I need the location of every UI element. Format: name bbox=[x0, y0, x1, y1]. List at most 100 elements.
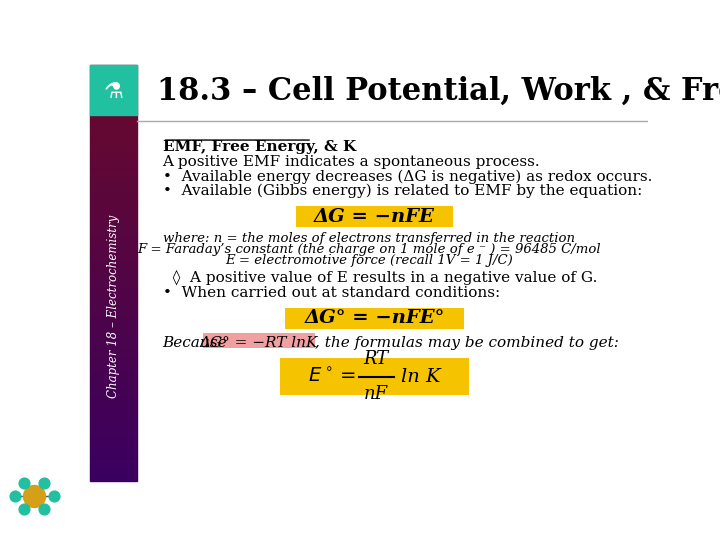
Bar bbox=[90, 410, 138, 414]
Bar bbox=[90, 364, 138, 368]
Bar bbox=[90, 94, 138, 98]
Bar bbox=[90, 85, 138, 90]
Text: ◊  A positive value of E results in a negative value of G.: ◊ A positive value of E results in a neg… bbox=[163, 269, 597, 285]
Bar bbox=[90, 165, 138, 168]
Bar bbox=[90, 65, 138, 114]
Bar bbox=[90, 451, 138, 456]
Bar bbox=[90, 256, 138, 260]
Bar bbox=[90, 339, 138, 343]
Bar bbox=[90, 373, 138, 377]
Bar bbox=[90, 468, 138, 472]
Bar bbox=[90, 185, 138, 190]
Bar bbox=[90, 377, 138, 381]
Bar bbox=[90, 418, 138, 422]
Bar bbox=[90, 156, 138, 160]
FancyBboxPatch shape bbox=[285, 308, 464, 329]
Bar bbox=[90, 476, 138, 481]
Bar bbox=[90, 456, 138, 460]
Text: ΔG° = −nFE°: ΔG° = −nFE° bbox=[305, 309, 445, 327]
Bar bbox=[90, 119, 138, 123]
Bar bbox=[90, 439, 138, 443]
Bar bbox=[90, 447, 138, 451]
Bar bbox=[90, 173, 138, 177]
Text: Because: Because bbox=[163, 336, 232, 350]
Bar bbox=[90, 414, 138, 418]
Bar bbox=[90, 77, 138, 82]
Point bbox=[19, 478, 30, 487]
Bar bbox=[90, 231, 138, 235]
Bar bbox=[90, 194, 138, 198]
Bar bbox=[90, 106, 138, 111]
Bar bbox=[90, 202, 138, 206]
Bar bbox=[90, 206, 138, 210]
Bar bbox=[90, 227, 138, 231]
Bar bbox=[90, 277, 138, 281]
Bar bbox=[90, 168, 138, 173]
Bar bbox=[90, 190, 138, 194]
Point bbox=[38, 505, 50, 514]
Bar bbox=[90, 177, 138, 181]
Bar bbox=[90, 223, 138, 227]
Bar bbox=[90, 348, 138, 352]
Text: $E^\circ =$: $E^\circ =$ bbox=[308, 367, 356, 386]
Bar bbox=[90, 368, 138, 373]
Bar bbox=[90, 235, 138, 239]
Bar bbox=[90, 214, 138, 219]
Bar bbox=[90, 244, 138, 248]
Bar bbox=[90, 385, 138, 389]
Bar bbox=[90, 443, 138, 447]
Bar bbox=[90, 360, 138, 364]
Bar bbox=[90, 152, 138, 156]
Bar bbox=[90, 73, 138, 77]
Text: •  When carried out at standard conditions:: • When carried out at standard condition… bbox=[163, 286, 500, 300]
Bar bbox=[90, 160, 138, 165]
Text: F = Faraday’s constant (the charge on 1 mole of e ⁻ ) = 96485 C/mol: F = Faraday’s constant (the charge on 1 … bbox=[138, 243, 600, 256]
Bar bbox=[90, 123, 138, 127]
Text: , the formulas may be combined to get:: , the formulas may be combined to get: bbox=[315, 336, 618, 350]
Text: A positive EMF indicates a spontaneous process.: A positive EMF indicates a spontaneous p… bbox=[163, 156, 540, 170]
Bar bbox=[90, 381, 138, 385]
Bar bbox=[90, 131, 138, 136]
Bar bbox=[90, 69, 138, 73]
Bar bbox=[90, 460, 138, 464]
Bar bbox=[90, 397, 138, 402]
Bar bbox=[90, 140, 138, 144]
Bar bbox=[90, 331, 138, 335]
Bar bbox=[90, 198, 138, 202]
Bar bbox=[90, 327, 138, 331]
Bar bbox=[90, 352, 138, 356]
Bar bbox=[90, 319, 138, 322]
Bar bbox=[90, 472, 138, 476]
Bar bbox=[90, 127, 138, 131]
Bar bbox=[90, 114, 138, 119]
Bar bbox=[90, 406, 138, 410]
Bar bbox=[90, 285, 138, 289]
Bar bbox=[90, 393, 138, 397]
Bar bbox=[90, 265, 138, 268]
Bar bbox=[90, 302, 138, 306]
Bar bbox=[90, 422, 138, 427]
Bar bbox=[90, 335, 138, 339]
Text: E = electromotive force (recall 1V = 1 J/C): E = electromotive force (recall 1V = 1 J… bbox=[225, 254, 513, 267]
Bar bbox=[90, 294, 138, 298]
Bar bbox=[90, 260, 138, 265]
Bar bbox=[90, 102, 138, 106]
Bar bbox=[90, 389, 138, 393]
Bar bbox=[90, 314, 138, 319]
Point bbox=[38, 478, 50, 487]
Bar bbox=[90, 248, 138, 252]
Bar bbox=[90, 310, 138, 314]
Bar bbox=[90, 136, 138, 140]
Bar bbox=[90, 252, 138, 256]
Bar bbox=[90, 435, 138, 439]
Bar bbox=[90, 464, 138, 468]
Bar bbox=[90, 111, 138, 114]
Bar bbox=[90, 298, 138, 302]
Bar bbox=[90, 431, 138, 435]
FancyBboxPatch shape bbox=[297, 206, 453, 227]
Bar bbox=[90, 427, 138, 431]
Point bbox=[19, 505, 30, 514]
Bar bbox=[90, 65, 138, 69]
Bar bbox=[90, 281, 138, 285]
FancyBboxPatch shape bbox=[203, 333, 315, 348]
